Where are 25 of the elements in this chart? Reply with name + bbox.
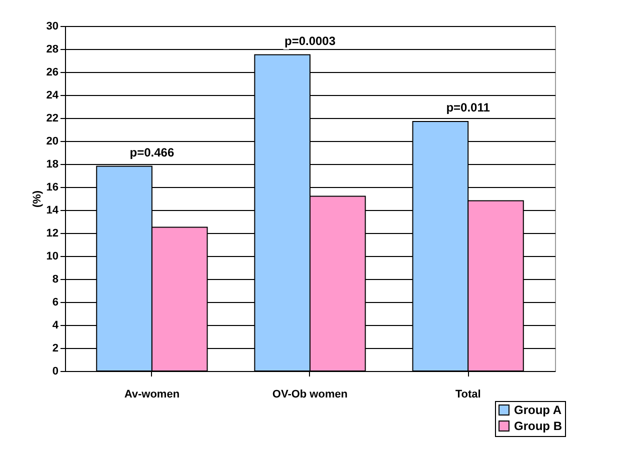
legend-label: Group B (514, 419, 562, 433)
y-tick-label: 30 (46, 20, 58, 32)
legend-label: Group A (514, 403, 562, 417)
y-tick-label: 24 (46, 90, 60, 102)
y-axis-title: (%) (31, 190, 44, 208)
y-tick-label: 18 (46, 158, 58, 170)
y-tick-label: 12 (46, 228, 58, 240)
y-tick-label: 20 (46, 136, 58, 148)
y-tick-label: 28 (46, 44, 58, 56)
y-tick-label: 14 (46, 204, 60, 216)
y-tick-label: 26 (46, 66, 58, 78)
annotation: p=0.466 (130, 145, 174, 160)
y-tick-label: 4 (52, 320, 60, 332)
y-tick-label: 10 (46, 250, 58, 262)
y-tick-label: 8 (52, 274, 58, 286)
annotation: p=0.0003 (284, 34, 336, 48)
x-tick-label: OV-Ob women (272, 388, 348, 400)
y-tick-label: 2 (52, 342, 58, 354)
annotation: p=0.011 (446, 100, 490, 114)
y-tick-label: 6 (52, 296, 58, 308)
x-tick-label: Total (455, 388, 481, 400)
x-tick-label: Av-women (124, 388, 180, 400)
y-tick-label: 16 (46, 182, 58, 194)
y-tick-label: 0 (52, 366, 58, 378)
y-tick-label: 22 (46, 112, 58, 124)
